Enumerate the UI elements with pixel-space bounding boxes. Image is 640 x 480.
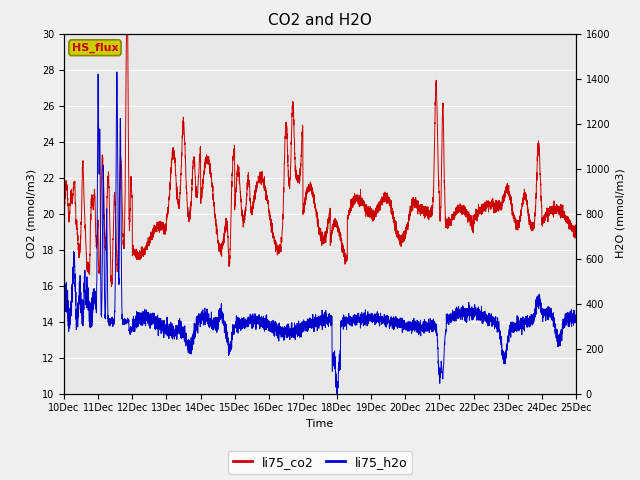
Title: CO2 and H2O: CO2 and H2O <box>268 13 372 28</box>
Y-axis label: H2O (mmol/m3): H2O (mmol/m3) <box>616 169 626 258</box>
li75_h2o <box>481 318 489 324</box>
li75_h2o <box>153 319 161 325</box>
li75_co2 <box>367 216 375 222</box>
Line: li75_h2o: li75_h2o <box>64 72 576 394</box>
li75_h2o <box>394 316 401 322</box>
li75_h2o <box>442 328 450 334</box>
li75_co2 <box>481 199 489 205</box>
li75_h2o <box>367 311 375 316</box>
Legend: li75_co2, li75_h2o: li75_co2, li75_h2o <box>228 451 412 474</box>
Y-axis label: CO2 (mmol/m3): CO2 (mmol/m3) <box>26 169 36 258</box>
li75_co2 <box>394 228 401 233</box>
li75_co2 <box>154 226 161 231</box>
li75_co2 <box>60 218 68 224</box>
li75_co2 <box>572 233 580 239</box>
li75_h2o <box>60 306 68 312</box>
li75_co2 <box>122 31 130 36</box>
li75_co2 <box>442 225 450 230</box>
li75_co2 <box>256 173 264 179</box>
X-axis label: Time: Time <box>307 419 333 429</box>
li75_co2 <box>108 284 115 289</box>
li75_h2o <box>572 316 580 322</box>
li75_h2o <box>113 69 121 75</box>
Text: HS_flux: HS_flux <box>72 43 118 53</box>
li75_h2o <box>333 391 341 396</box>
li75_h2o <box>256 320 264 326</box>
Line: li75_co2: li75_co2 <box>64 34 576 287</box>
